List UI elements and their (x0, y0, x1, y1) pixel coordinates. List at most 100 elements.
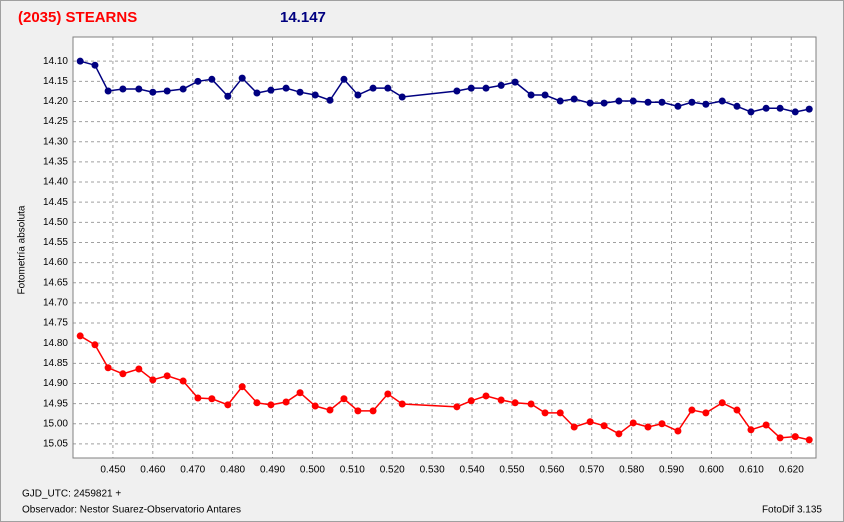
data-point (702, 100, 710, 108)
data-point (497, 396, 505, 404)
x-tick-label: 0.480 (220, 465, 245, 476)
x-tick-label: 0.620 (779, 465, 804, 476)
y-tick-label: 14.95 (43, 398, 68, 409)
data-point (149, 376, 157, 384)
data-point (296, 389, 304, 397)
data-point (340, 395, 348, 403)
data-point (718, 399, 726, 407)
data-point (629, 419, 637, 427)
data-point (253, 89, 261, 97)
data-point (541, 91, 549, 99)
data-point (91, 341, 99, 349)
data-point (733, 102, 741, 110)
y-tick-label: 14.75 (43, 318, 68, 329)
data-point (644, 423, 652, 431)
x-tick-label: 0.580 (619, 465, 644, 476)
data-point (511, 399, 519, 407)
y-tick-label: 14.90 (43, 378, 68, 389)
x-axis-label: GJD_UTC: 2459821 + (22, 489, 121, 500)
data-point (556, 409, 564, 417)
data-point (791, 433, 799, 441)
data-point (586, 418, 594, 426)
data-point (384, 84, 392, 92)
y-tick-label: 14.55 (43, 237, 68, 248)
data-point (398, 93, 406, 101)
data-point (688, 98, 696, 106)
data-point (586, 99, 594, 107)
data-point (615, 97, 623, 105)
y-tick-label: 14.50 (43, 217, 68, 228)
data-point (326, 406, 334, 414)
data-point (527, 91, 535, 99)
data-point (702, 409, 710, 417)
data-point (340, 75, 348, 83)
x-tick-label: 0.530 (420, 465, 445, 476)
data-point (805, 105, 813, 113)
data-point (119, 85, 127, 93)
data-point (238, 383, 246, 391)
data-point (163, 372, 171, 380)
data-point (688, 406, 696, 414)
observer: Observador: Nestor Suarez-Observatorio A… (22, 505, 241, 516)
data-point (267, 401, 275, 409)
data-point (104, 87, 112, 95)
data-point (541, 409, 549, 417)
data-point (104, 364, 112, 372)
data-point (369, 84, 377, 92)
data-point (762, 421, 770, 429)
y-tick-label: 14.40 (43, 177, 68, 188)
y-tick-label: 14.85 (43, 358, 68, 369)
data-point (733, 406, 741, 414)
x-tick-label: 0.550 (499, 465, 524, 476)
data-point (354, 91, 362, 99)
y-tick-label: 14.80 (43, 338, 68, 349)
data-point (467, 84, 475, 92)
y-tick-label: 14.45 (43, 197, 68, 208)
data-point (208, 395, 216, 403)
data-point (600, 99, 608, 107)
data-point (163, 87, 171, 95)
data-point (511, 78, 519, 86)
data-point (326, 96, 334, 104)
y-tick-label: 14.35 (43, 157, 68, 168)
y-tick-label: 14.20 (43, 96, 68, 107)
data-point (467, 397, 475, 405)
data-point (453, 87, 461, 95)
data-point (76, 332, 84, 340)
data-point (570, 95, 578, 103)
data-point (282, 398, 290, 406)
data-point (253, 399, 261, 407)
x-tick-label: 0.460 (140, 465, 165, 476)
x-tick-label: 0.490 (260, 465, 285, 476)
plot-frame (72, 36, 817, 459)
data-point (570, 423, 578, 431)
data-point (482, 84, 490, 92)
data-point (149, 88, 157, 96)
x-tick-label: 0.520 (380, 465, 405, 476)
data-point (267, 86, 275, 94)
plot-area (73, 37, 816, 458)
chart-title: (2035) STEARNS (18, 9, 137, 26)
data-point (658, 420, 666, 428)
y-tick-label: 14.25 (43, 116, 68, 127)
data-point (119, 370, 127, 378)
data-point (194, 77, 202, 85)
data-point (747, 426, 755, 434)
x-tick-label: 0.540 (460, 465, 485, 476)
data-point (776, 434, 784, 442)
data-point (384, 390, 392, 398)
y-tick-label: 14.70 (43, 298, 68, 309)
data-point (135, 365, 143, 373)
data-point (224, 92, 232, 100)
data-point (629, 97, 637, 105)
data-point (179, 85, 187, 93)
x-tick-label: 0.450 (100, 465, 125, 476)
data-point (718, 97, 726, 105)
y-tick-label: 14.15 (43, 76, 68, 87)
data-point (224, 401, 232, 409)
y-tick-label: 14.65 (43, 277, 68, 288)
data-point (91, 61, 99, 69)
data-point (296, 88, 304, 96)
data-point (482, 392, 490, 400)
